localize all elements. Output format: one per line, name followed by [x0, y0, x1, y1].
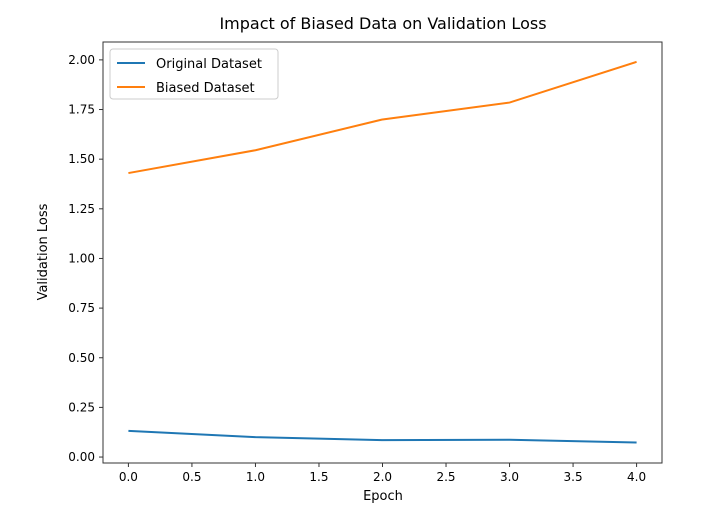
x-tick-label: 2.0: [373, 470, 392, 484]
series-line-original-dataset: [128, 429, 637, 444]
y-tick-label: 1.25: [68, 202, 95, 216]
x-tick-label: 2.5: [436, 470, 455, 484]
series-line-biased-dataset: [128, 60, 637, 175]
y-tick-label: 0.75: [68, 301, 95, 315]
x-axis-label: Epoch: [363, 489, 403, 504]
x-tick-label: 3.0: [500, 470, 519, 484]
y-axis-label: Validation Loss: [36, 203, 51, 300]
x-tick-label: 0.5: [182, 470, 201, 484]
y-tick-label: 0.50: [68, 351, 95, 365]
legend-box: [109, 48, 279, 100]
y-tick-label: 1.75: [68, 103, 95, 117]
x-tick-label: 3.5: [564, 470, 583, 484]
legend-label: Original Dataset: [156, 57, 262, 72]
x-tick-label: 0.0: [119, 470, 138, 484]
plot-frame: [102, 41, 663, 464]
y-tick-label: 1.50: [68, 152, 95, 166]
y-tick-label: 1.00: [68, 251, 95, 265]
y-tick-label: 0.00: [68, 450, 95, 464]
legend: Original Dataset Biased Dataset: [109, 48, 279, 100]
x-tick-label: 4.0: [627, 470, 646, 484]
legend-label: Biased Dataset: [156, 81, 255, 96]
y-tick-label: 0.25: [68, 400, 95, 414]
x-tick-label: 1.0: [246, 470, 265, 484]
y-tick-label: 2.00: [68, 53, 95, 67]
x-tick-label: 1.5: [309, 470, 328, 484]
chart-title: Impact of Biased Data on Validation Loss: [219, 14, 546, 33]
